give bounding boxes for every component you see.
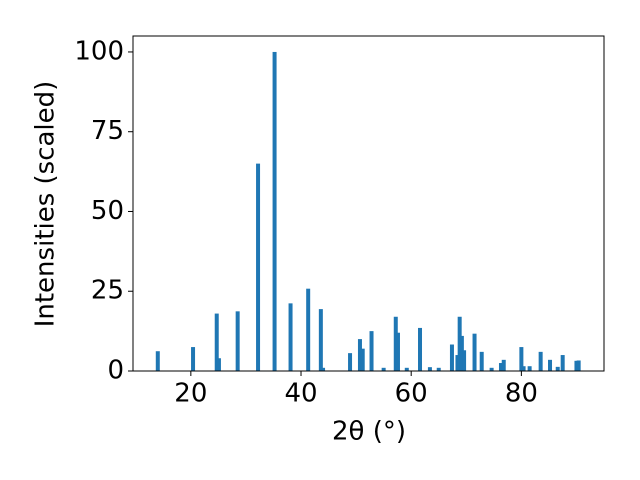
x-tick-label: 20 [174, 379, 207, 409]
bar [404, 367, 409, 371]
bar [519, 347, 524, 371]
bar [521, 366, 526, 371]
bar [288, 303, 293, 371]
y-axis-label: Intensities (scaled) [31, 81, 61, 328]
bar [321, 367, 326, 371]
bar [527, 366, 532, 371]
bar [256, 163, 261, 371]
bar [472, 333, 477, 371]
bar [436, 367, 441, 371]
bar [381, 367, 386, 371]
bar [555, 366, 560, 371]
y-tick-label: 75 [91, 116, 124, 146]
bar [462, 350, 467, 371]
x-tick-label: 40 [284, 379, 317, 409]
bar [459, 335, 464, 371]
y-tick-label: 100 [74, 36, 124, 66]
y-tick-label: 0 [107, 356, 124, 386]
bar [214, 313, 219, 371]
x-tick-label: 80 [505, 379, 538, 409]
bar [318, 309, 323, 371]
bar [348, 353, 353, 371]
bar [449, 344, 454, 371]
bar [360, 348, 365, 371]
bar [306, 288, 311, 371]
bar [576, 360, 581, 371]
x-tick-label: 60 [395, 379, 428, 409]
bar [455, 355, 460, 371]
plot-frame [132, 35, 605, 372]
bar [393, 316, 398, 371]
x-axis-label: 2θ (°) [332, 417, 406, 447]
bar [427, 367, 432, 371]
bar [538, 351, 543, 371]
bar [191, 347, 196, 371]
bar [235, 311, 240, 371]
bar [395, 332, 400, 371]
bar [489, 367, 494, 371]
bar [155, 351, 160, 371]
y-tick-label: 25 [91, 276, 124, 306]
bar [216, 358, 221, 371]
y-tick-label: 50 [91, 196, 124, 226]
bar [498, 363, 503, 371]
bar [418, 327, 423, 371]
bar [357, 339, 362, 371]
bar [479, 351, 484, 371]
bar [369, 331, 374, 371]
bar [574, 360, 579, 371]
bar [548, 359, 553, 371]
bar [272, 51, 277, 371]
bar [501, 359, 506, 371]
bar [457, 316, 462, 371]
bar [560, 355, 565, 371]
